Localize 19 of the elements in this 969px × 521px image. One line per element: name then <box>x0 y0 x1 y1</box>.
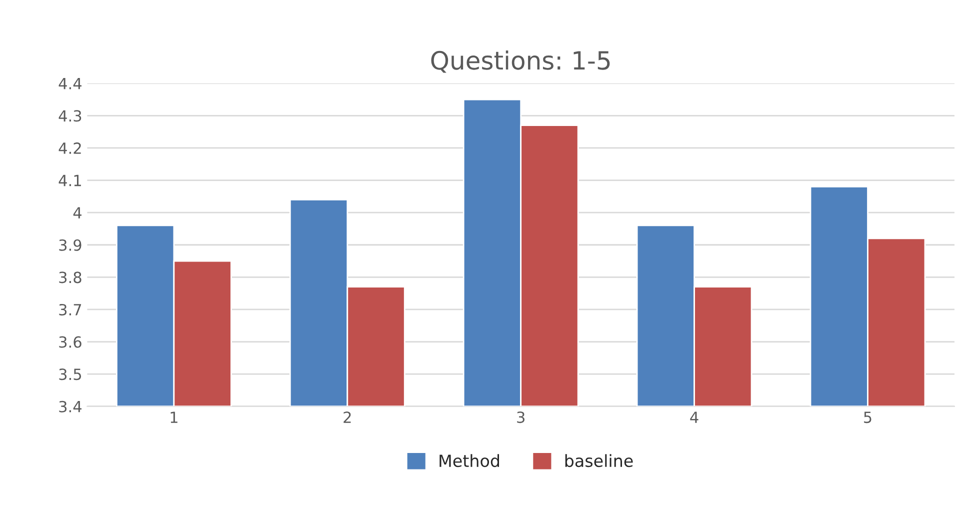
x-tick-label: 5 <box>864 412 872 424</box>
legend-label: baseline <box>565 454 633 468</box>
y-tick-label: 4.4 <box>58 78 82 90</box>
y-tick-label: 3.9 <box>59 239 82 251</box>
y-tick-label: 3.8 <box>59 272 82 284</box>
legend-label: Method <box>440 454 500 468</box>
x-tick-label: 3 <box>517 412 524 424</box>
x-tick-label: 1 <box>170 412 178 423</box>
y-tick-label: 4 <box>73 207 82 218</box>
y-tick-label: 3.7 <box>59 304 82 316</box>
y-tick-label: 4.2 <box>58 142 81 154</box>
y-tick-label: 3.5 <box>59 368 82 380</box>
y-tick-label: 3.4 <box>59 400 82 412</box>
y-tick-label: 3.6 <box>59 336 82 348</box>
y-tick-label: 4.3 <box>58 110 82 122</box>
x-tick-label: 2 <box>344 412 351 423</box>
y-tick-label: 4.1 <box>58 174 81 186</box>
chart-title: Questions: 1-5 <box>431 50 610 73</box>
x-tick-label: 4 <box>690 412 698 423</box>
